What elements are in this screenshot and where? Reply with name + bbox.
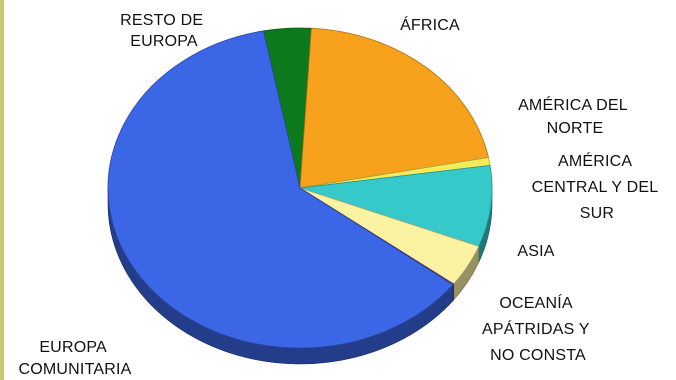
label-oceania-apatridas: OCEANÍA APÁTRIDAS Y NO CONSTA [482,293,594,364]
slice-america-central-y-del-sur [299,164,493,247]
left-border-accent [0,0,4,380]
label-asia: ASIA [517,243,554,260]
pie-top-slices [107,27,493,349]
label-america-norte: AMÉRICA DEL NORTE [518,95,632,137]
label-america-central-sur: AMÉRICA CENTRAL Y DEL SUR [532,151,663,222]
label-resto-europa: RESTO DE EUROPA [120,12,208,50]
label-europa-comunitaria: EUROPA COMUNITARIA [18,339,131,378]
slice-europa-comunitaria [107,30,454,349]
label-africa: ÁFRICA [400,15,460,34]
slice-africa [299,27,489,189]
